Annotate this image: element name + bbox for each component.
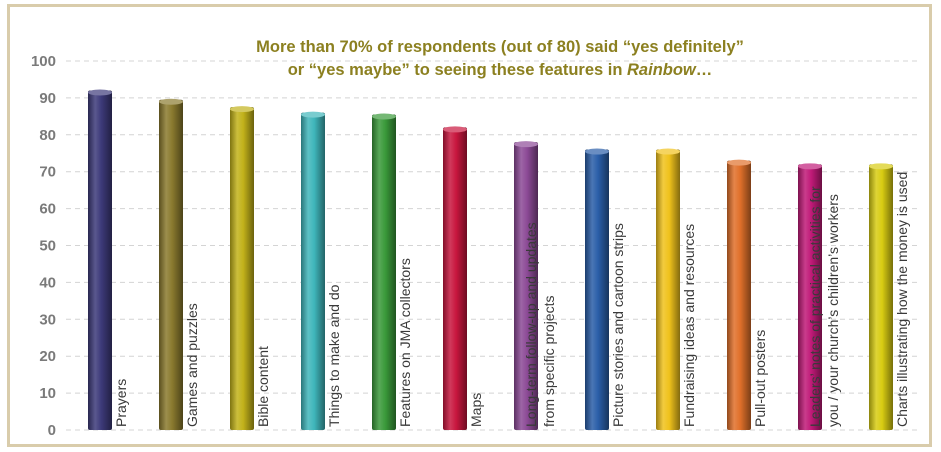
y-tick-label: 10: [39, 385, 56, 402]
bar: [798, 164, 822, 430]
y-tick-label: 100: [31, 53, 56, 70]
bar-top: [585, 148, 609, 155]
bar-category-label-line: Leaders’ notes of practical activities f…: [807, 186, 823, 427]
bar-category-label-line: Things to make and do: [326, 284, 342, 427]
y-tick-label: 80: [39, 127, 56, 144]
y-tick-label: 20: [39, 348, 56, 365]
bar-top: [159, 98, 183, 105]
bar: [230, 107, 254, 430]
bar-category-label-line: Games and puzzles: [184, 303, 200, 427]
bar: [159, 99, 183, 431]
bar: [727, 160, 751, 430]
bar-category-label: Things to make and do: [326, 284, 342, 427]
bar-labels: Prayers Games and puzzles Bible content Thi…: [113, 172, 910, 427]
bar-category-label: Features on JMA collectors: [397, 258, 413, 427]
bar-category-label: Long-term follow-up and updates from spec…: [523, 222, 557, 427]
bar: [443, 127, 467, 431]
y-tick-label: 30: [39, 311, 56, 328]
bar-category-label-line: Bible content: [255, 346, 271, 427]
bar: [869, 164, 893, 430]
bar-top: [88, 89, 112, 96]
bar-category-label-line: Pull-out posters: [752, 330, 768, 427]
bar-category-label-line: Fundraising ideas and resources: [681, 224, 697, 427]
y-axis-ticks: 0 10 20 30 40 50 60 70 80 90 100: [31, 53, 56, 439]
bar: [301, 112, 325, 430]
bar-category-label-line: Charts illustrating how the money is use…: [894, 172, 910, 427]
bar-category-label: Prayers: [113, 379, 129, 427]
gridlines: [66, 60, 918, 431]
y-tick-label: 40: [39, 274, 56, 291]
title-ellipsis: …: [695, 61, 713, 79]
bar-top: [656, 148, 680, 155]
chart-title-line-2: or “yes maybe” to seeing these features …: [150, 59, 850, 82]
bar-category-label: Games and puzzles: [184, 303, 200, 427]
chart-title: More than 70% of respondents (out of 80)…: [150, 36, 850, 82]
bar-top: [372, 113, 396, 120]
bar-category-label-line: Picture stories and cartoon strips: [610, 223, 626, 427]
bar: [88, 90, 112, 431]
bar-top: [798, 163, 822, 170]
bar-category-label-line: you / your church’s children’s workers: [825, 194, 841, 427]
title-rainbow: Rainbow: [627, 61, 696, 79]
title-line-2-text: or “yes maybe” to seeing these features …: [287, 61, 628, 79]
bar-category-label-line: Long-term follow-up and updates: [523, 222, 539, 427]
bar-category-label: Bible content: [255, 346, 271, 427]
bar: [514, 142, 538, 430]
y-tick-label: 60: [39, 201, 56, 218]
bars: [88, 89, 893, 431]
bar-category-label: Fundraising ideas and resources: [681, 224, 697, 427]
bar: [372, 114, 396, 430]
bar-category-label: Picture stories and cartoon strips: [610, 223, 626, 427]
bar-top: [301, 111, 325, 118]
bar-category-label: Pull-out posters: [752, 330, 768, 427]
y-tick-label: 90: [39, 90, 56, 107]
bar-top: [230, 106, 254, 113]
chart-title-line-1: More than 70% of respondents (out of 80)…: [256, 38, 744, 56]
bar: [585, 149, 609, 430]
bar-category-label-line: Prayers: [113, 379, 129, 427]
bar-category-label: Maps: [468, 393, 484, 427]
bar-top: [869, 163, 893, 170]
bar-category-label-line: Maps: [468, 393, 484, 427]
y-tick-label: 50: [39, 238, 56, 255]
bar-category-label: Charts illustrating how the money is use…: [894, 172, 910, 427]
y-tick-label: 0: [48, 422, 56, 439]
bar-category-label: Leaders’ notes of practical activities f…: [807, 186, 841, 427]
bar-top: [727, 159, 751, 166]
bar-category-label-line: from specific projects: [541, 296, 557, 427]
bar-category-label-line: Features on JMA collectors: [397, 258, 413, 427]
y-tick-label: 70: [39, 164, 56, 181]
bar-top: [443, 126, 467, 133]
bar: [656, 149, 680, 430]
bar-top: [514, 141, 538, 148]
